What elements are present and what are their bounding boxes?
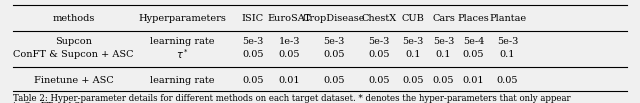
Text: 5e-4: 5e-4 [463, 37, 484, 46]
Text: 0.05: 0.05 [323, 76, 345, 85]
Text: 0.05: 0.05 [242, 50, 264, 59]
Text: in ConFT and Supcon.: in ConFT and Supcon. [13, 102, 109, 103]
Text: CUB: CUB [401, 14, 424, 23]
Text: 5e-3: 5e-3 [242, 37, 264, 46]
Text: 0.05: 0.05 [323, 50, 345, 59]
Text: 0.05: 0.05 [278, 50, 300, 59]
Text: ConFT & Supcon + ASC: ConFT & Supcon + ASC [13, 50, 134, 59]
Text: Places: Places [458, 14, 490, 23]
Text: Plantae: Plantae [489, 14, 526, 23]
Text: Supcon: Supcon [55, 37, 92, 46]
Text: 5e-3: 5e-3 [368, 37, 390, 46]
Text: 5e-3: 5e-3 [323, 37, 345, 46]
Text: 5e-3: 5e-3 [402, 37, 424, 46]
Text: 5e-3: 5e-3 [433, 37, 454, 46]
Text: 0.05: 0.05 [463, 50, 484, 59]
Text: learning rate: learning rate [150, 76, 214, 85]
Text: 0.05: 0.05 [368, 50, 390, 59]
Text: 0.05: 0.05 [433, 76, 454, 85]
Text: 0.01: 0.01 [463, 76, 484, 85]
Text: 5e-3: 5e-3 [497, 37, 518, 46]
Text: 0.05: 0.05 [497, 76, 518, 85]
Text: CropDisease: CropDisease [303, 14, 365, 23]
Text: 0.05: 0.05 [402, 76, 424, 85]
Text: $\tau^*$: $\tau^*$ [176, 48, 189, 61]
Text: Hyperparameters: Hyperparameters [138, 14, 227, 23]
Text: ISIC: ISIC [242, 14, 264, 23]
Text: 0.01: 0.01 [278, 76, 300, 85]
Text: methods: methods [52, 14, 95, 23]
Text: 0.1: 0.1 [405, 50, 420, 59]
Text: 0.05: 0.05 [242, 76, 264, 85]
Text: learning rate: learning rate [150, 37, 214, 46]
Text: 0.1: 0.1 [436, 50, 451, 59]
Text: Cars: Cars [432, 14, 455, 23]
Text: ChestX: ChestX [361, 14, 397, 23]
Text: Finetune + ASC: Finetune + ASC [34, 76, 113, 85]
Text: 1e-3: 1e-3 [278, 37, 300, 46]
Text: 0.05: 0.05 [368, 76, 390, 85]
Text: Table 2: Hyper-parameter details for different methods on each target dataset. *: Table 2: Hyper-parameter details for dif… [13, 94, 570, 103]
Text: EuroSAT: EuroSAT [268, 14, 311, 23]
Text: 0.1: 0.1 [500, 50, 515, 59]
